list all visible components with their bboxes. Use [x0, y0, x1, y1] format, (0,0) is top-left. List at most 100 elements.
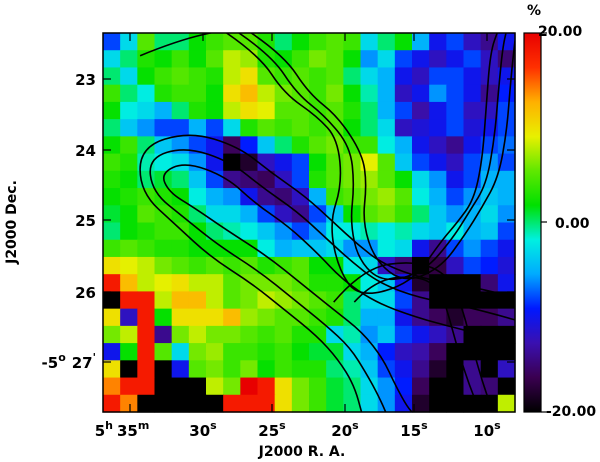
heatmap-cell [274, 325, 293, 344]
x-axis-label: J2000 R. A. [258, 444, 346, 460]
heatmap-cell [240, 84, 259, 103]
heatmap-cell [394, 136, 413, 155]
heatmap-cell [257, 170, 276, 189]
heatmap-cell [257, 205, 276, 224]
heatmap-cell [377, 136, 396, 155]
heatmap-cell [103, 394, 121, 413]
heatmap-cell [223, 274, 241, 293]
heatmap-cell [274, 394, 293, 413]
heatmap-cell [463, 394, 482, 413]
heatmap-cell [206, 308, 224, 327]
heatmap-cell [223, 170, 241, 189]
heatmap-cell [154, 50, 173, 69]
heatmap-cell [171, 377, 190, 396]
heatmap-cell [497, 377, 516, 396]
heatmap-cell [377, 33, 396, 51]
heatmap-cell [326, 136, 344, 155]
heatmap-cell [257, 84, 276, 103]
heatmap-cell [377, 239, 396, 258]
heatmap-cell [171, 291, 190, 310]
heatmap-cell [360, 101, 379, 120]
heatmap-cell [291, 153, 310, 172]
heatmap-cell [394, 377, 413, 396]
heatmap-cell [309, 394, 327, 413]
heatmap-cell [326, 377, 344, 396]
heatmap-cell [412, 101, 430, 120]
heatmap-cell [463, 136, 482, 155]
heatmap-cell [103, 33, 121, 51]
heatmap-cell [463, 222, 482, 241]
heatmap-cell [326, 67, 344, 86]
heatmap-cell [497, 33, 516, 51]
heatmap-cell [446, 325, 465, 344]
heatmap-cell [394, 67, 413, 86]
heatmap-cell [257, 308, 276, 327]
heatmap-cell [206, 67, 224, 86]
heatmap-cell [137, 205, 156, 224]
heatmap-cell [206, 119, 224, 137]
heatmap-cell [291, 325, 310, 344]
heatmap-cell [412, 84, 430, 103]
heatmap-cell [446, 50, 465, 69]
heatmap-cell [360, 205, 379, 224]
heatmap-cell [171, 274, 190, 293]
heatmap-cell [137, 343, 156, 361]
heatmap-cell [326, 274, 344, 293]
y-axis: 23 24 25 26 -5o 27' [42, 71, 515, 372]
heatmap-cell [120, 205, 138, 224]
heatmap-cell [137, 274, 156, 293]
heatmap-cell [412, 67, 430, 86]
heatmap-cell [463, 205, 482, 224]
heatmap-cell [171, 222, 190, 241]
heatmap-cell [291, 136, 310, 155]
heatmap-cell [429, 188, 447, 206]
heatmap-cell [309, 205, 327, 224]
heatmap-cell [291, 343, 310, 361]
x-axis: 5h 35m 30s 25s 20s 15s 10s [95, 33, 501, 440]
heatmap-cell [377, 50, 396, 69]
heatmap-cell [360, 360, 379, 379]
heatmap-cell [429, 291, 447, 310]
heatmap-cell [137, 377, 156, 396]
heatmap-cell [171, 170, 190, 189]
heatmap-cell [480, 239, 499, 258]
heatmap-cell [326, 308, 344, 327]
heatmap-cell [326, 101, 344, 120]
heatmap-cell [120, 136, 138, 155]
heatmap-cell [137, 360, 156, 379]
heatmap-cell [274, 101, 293, 120]
heatmap-cell [103, 119, 121, 137]
heatmap-cell [188, 222, 207, 241]
heatmap-cell [206, 84, 224, 103]
heatmap-cell [463, 101, 482, 120]
heatmap-cell [412, 170, 430, 189]
heatmap-cell [446, 274, 465, 293]
heatmap-cell [171, 101, 190, 120]
heatmap-cell [412, 239, 430, 258]
heatmap-cell [103, 153, 121, 172]
heatmap-cell [206, 377, 224, 396]
heatmap-cell [412, 291, 430, 310]
heatmap-cell [137, 256, 156, 275]
heatmap-cell [223, 308, 241, 327]
heatmap-cell [103, 256, 121, 275]
heatmap-cell [309, 67, 327, 86]
heatmap-cell [463, 84, 482, 103]
heatmap-cell [223, 377, 241, 396]
heatmap-cell [154, 325, 173, 344]
heatmap-cell [137, 239, 156, 258]
heatmap-cell [206, 188, 224, 206]
heatmap-cell [497, 136, 516, 155]
heatmap-cell [120, 153, 138, 172]
heatmap-cell [154, 101, 173, 120]
heatmap-cell [188, 325, 207, 344]
heatmap-cell [394, 33, 413, 51]
heatmap-cell [326, 153, 344, 172]
heatmap-cell [103, 136, 121, 155]
heatmap-cell [257, 360, 276, 379]
heatmap-cell [291, 291, 310, 310]
colorbar-max-label: 20.00 [538, 24, 583, 40]
heatmap-cell [343, 308, 362, 327]
heatmap-cell [154, 153, 173, 172]
heatmap-cell [394, 360, 413, 379]
